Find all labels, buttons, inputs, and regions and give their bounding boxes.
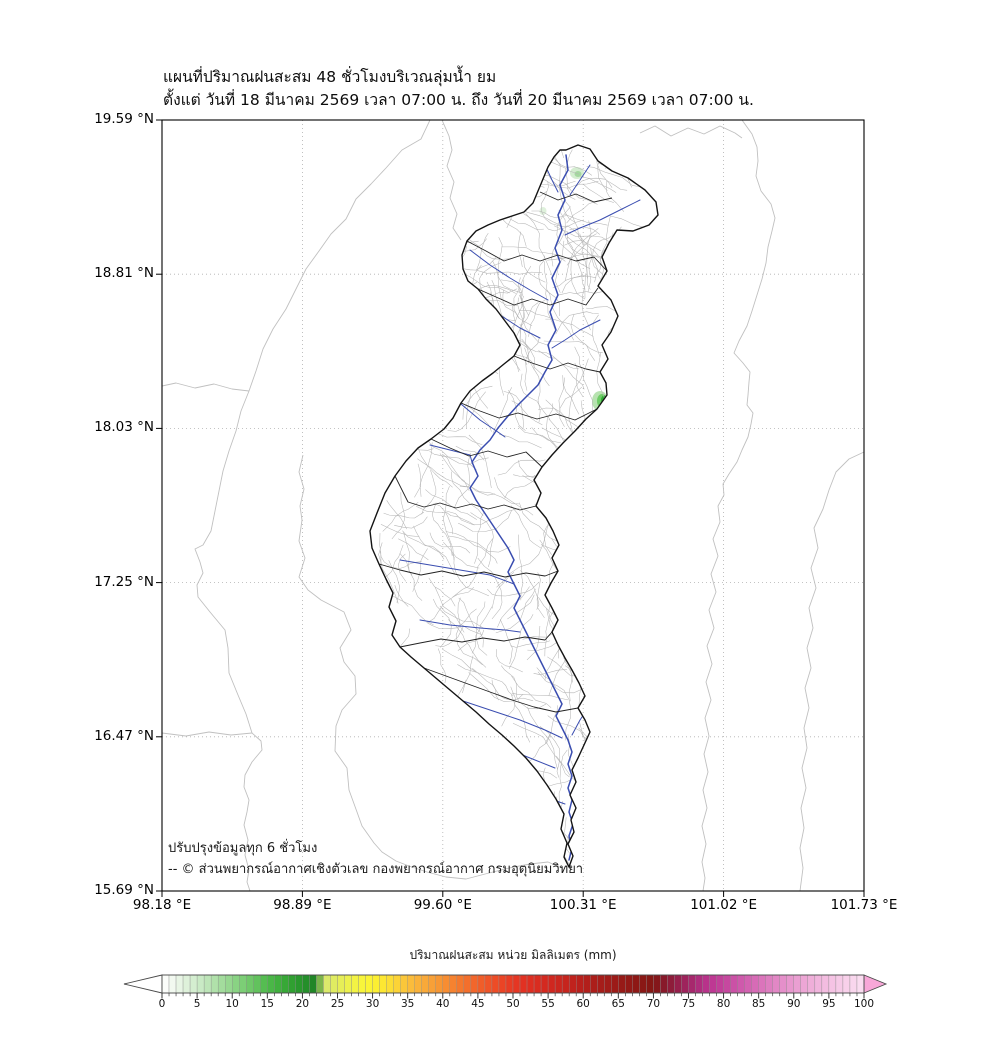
- colorbar-tick-label: 30: [365, 998, 380, 1010]
- colorbar-tick-label: 75: [681, 998, 696, 1010]
- subbasin-dividers: [378, 191, 613, 713]
- x-tick-label: 99.60 °E: [413, 897, 472, 913]
- map-annotation: ปรับปรุงข้อมูลทุก 6 ชั่วโมง -- © ส่วนพยา…: [168, 838, 583, 880]
- plot-border: [161, 119, 865, 892]
- colorbar-tick-label: 95: [822, 998, 836, 1010]
- colorbar-tick-label: 80: [716, 998, 731, 1010]
- axis-tick-marks: [156, 119, 865, 897]
- colorbar-tick-label: 15: [260, 998, 274, 1010]
- colorbar-tick-label: 25: [330, 998, 345, 1010]
- x-tick-label: 98.18 °E: [132, 897, 192, 913]
- colorbar-tick-label: 0: [158, 998, 166, 1010]
- colorbar-tick-label: 40: [436, 998, 450, 1010]
- x-tick-label: 100.31 °E: [549, 897, 617, 913]
- annotation-line1: ปรับปรุงข้อมูลทุก 6 ชั่วโมง: [168, 841, 318, 856]
- colorbar-tick-label: 45: [471, 998, 485, 1010]
- colorbar-tick-label: 70: [646, 998, 661, 1010]
- map-title-line1: แผนที่ปริมาณฝนสะสม 48 ชั่วโมงบริเวณลุ่มน…: [163, 68, 497, 86]
- x-tick-label: 98.89 °E: [273, 897, 332, 913]
- colorbar-cells: [161, 974, 865, 994]
- colorbar-over-arrow: [863, 974, 888, 994]
- colorbar-ticks: [161, 993, 865, 999]
- map-title-line2: ตั้งแต่ วันที่ 18 มีนาคม 2569 เวลา 07:00…: [163, 91, 754, 109]
- colorbar-tick-label: 100: [853, 998, 875, 1010]
- x-tick-label: 101.73 °E: [830, 897, 898, 913]
- map-title: แผนที่ปริมาณฝนสะสม 48 ชั่วโมงบริเวณลุ่มน…: [163, 66, 754, 112]
- province-boundaries: [161, 119, 865, 892]
- colorbar-tick-label: 55: [541, 998, 555, 1010]
- colorbar-tick-label: 20: [295, 998, 310, 1010]
- colorbar-tick-label: 50: [506, 998, 520, 1010]
- y-tick-label: 18.03 °N: [94, 419, 154, 436]
- y-tick-label: 15.69 °N: [94, 882, 154, 898]
- colorbar: [123, 974, 888, 999]
- colorbar-tick-label: 10: [225, 998, 239, 1010]
- y-tick-label: 17.25 °N: [94, 573, 154, 590]
- stream-network: [370, 145, 658, 867]
- colorbar-tick-label: 85: [752, 998, 766, 1010]
- y-tick-label: 18.81 °N: [94, 265, 154, 282]
- y-tick-label: 19.59 °N: [94, 111, 154, 127]
- colorbar-tick-label: 35: [401, 998, 415, 1010]
- colorbar-under-arrow: [123, 974, 163, 994]
- colorbar-title: ปริมาณฝนสะสม หน่วย มิลลิเมตร (mm): [409, 948, 617, 962]
- map-gridlines: [162, 120, 864, 891]
- x-tick-label: 101.02 °E: [690, 897, 757, 913]
- annotation-line2: -- © ส่วนพยากรณ์อากาศเชิงตัวเลข กองพยากร…: [168, 862, 584, 877]
- colorbar-tick-label: 5: [193, 998, 201, 1010]
- colorbar-tick-label: 65: [611, 998, 625, 1010]
- colorbar-tick-label: 90: [787, 998, 801, 1010]
- colorbar-tick-label: 60: [576, 998, 590, 1010]
- y-tick-label: 16.47 °N: [94, 727, 154, 744]
